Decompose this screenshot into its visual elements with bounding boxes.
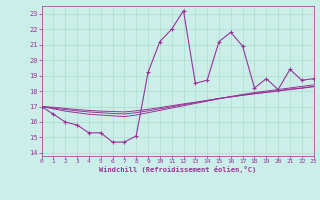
X-axis label: Windchill (Refroidissement éolien,°C): Windchill (Refroidissement éolien,°C) bbox=[99, 166, 256, 173]
